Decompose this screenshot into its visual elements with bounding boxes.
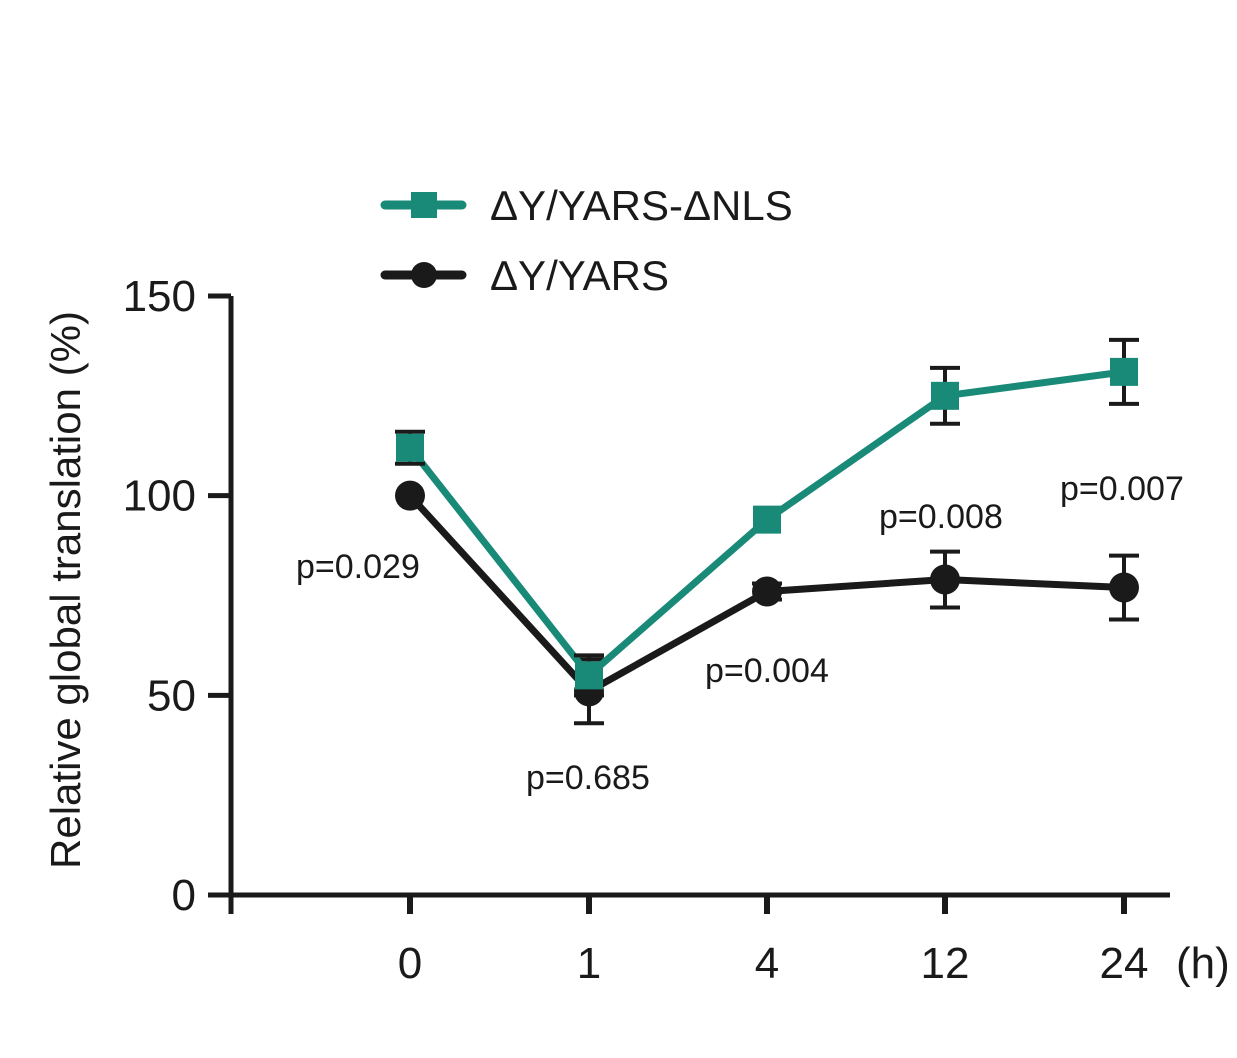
data-point <box>931 381 959 410</box>
y-tick-label: 50 <box>147 671 196 720</box>
legend-label-series-2: ΔY/YARS <box>490 252 669 299</box>
x-tick-label: 12 <box>921 939 970 988</box>
p-value-label-24h: p=0.007 <box>1060 470 1184 508</box>
series-1 <box>395 337 1139 698</box>
data-point <box>1110 357 1138 386</box>
legend-marker-series-2 <box>411 262 437 288</box>
x-tick-label: 24 <box>1100 939 1149 988</box>
y-tick-label: 100 <box>123 472 196 521</box>
legend-marker-series-1 <box>411 192 437 218</box>
p-value-label-12h: p=0.008 <box>879 498 1003 536</box>
x-axis-unit-label: (h) <box>1176 939 1230 988</box>
annotations: p=0.029 p=0.685 p=0.004 p=0.008 p=0.007 <box>296 470 1184 797</box>
x-tick-label: 4 <box>755 939 779 988</box>
series-layer <box>395 337 1139 726</box>
legend: ΔY/YARS-ΔNLS ΔY/YARS <box>380 182 793 299</box>
data-point <box>752 576 782 607</box>
p-value-label-4h: p=0.004 <box>705 652 829 690</box>
data-point <box>396 433 424 462</box>
data-point <box>395 480 425 511</box>
data-point <box>930 564 960 595</box>
x-tick-label: 1 <box>577 939 601 988</box>
data-point <box>753 505 781 534</box>
p-value-label-1h: p=0.685 <box>526 759 650 797</box>
legend-label-series-1: ΔY/YARS-ΔNLS <box>490 182 793 229</box>
y-ticks: 0 50 100 150 <box>123 272 231 920</box>
y-tick-label: 150 <box>123 272 196 321</box>
y-axis-label: Relative global translation (%) <box>42 311 89 869</box>
y-tick-label: 0 <box>172 871 196 920</box>
data-point <box>1109 572 1139 603</box>
x-tick-label: 0 <box>398 939 422 988</box>
p-value-label-0h: p=0.029 <box>296 548 420 586</box>
x-ticks: 0 1 4 12 24 <box>398 895 1149 988</box>
data-point <box>575 661 603 690</box>
series-2 <box>395 480 1139 726</box>
